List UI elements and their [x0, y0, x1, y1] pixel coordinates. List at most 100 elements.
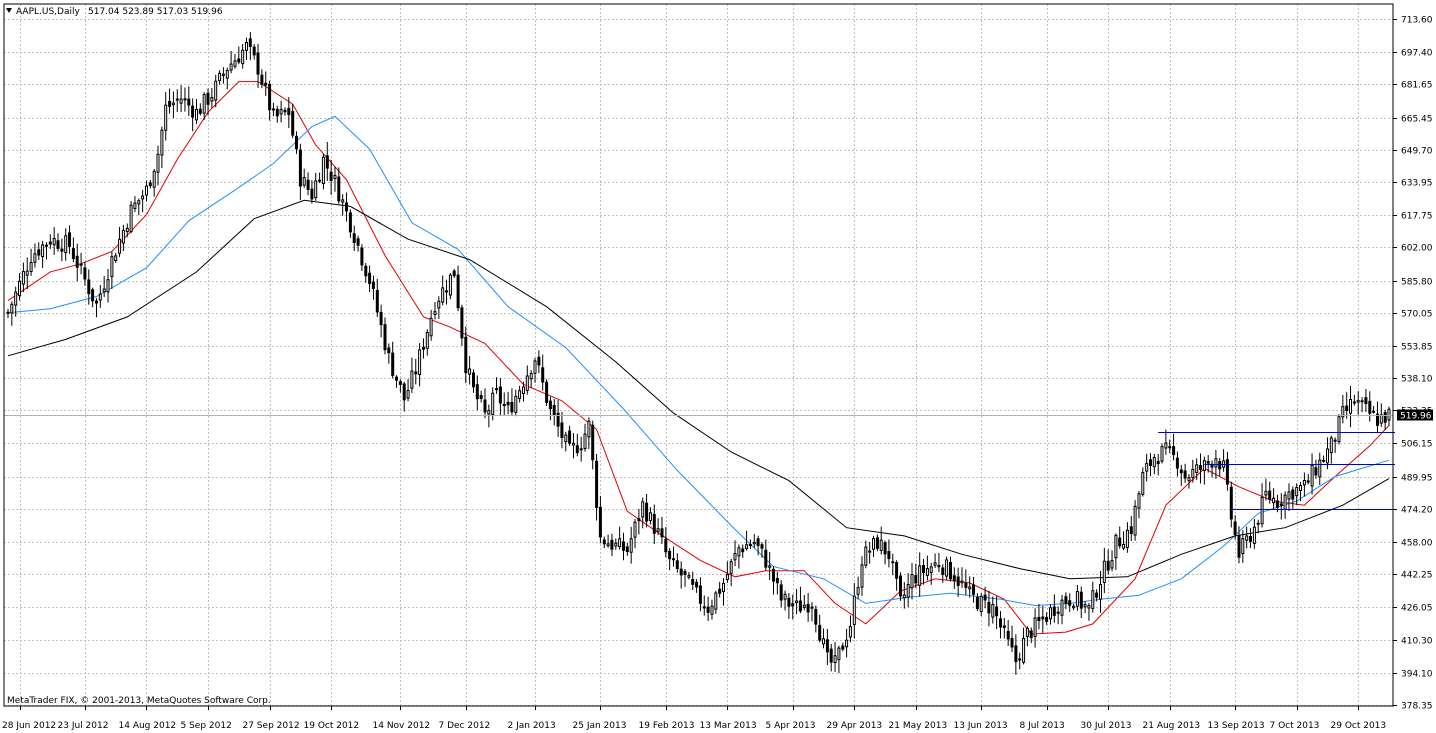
- candle-body: [98, 293, 102, 301]
- candle-body: [879, 539, 883, 551]
- candle-body: [933, 562, 937, 566]
- candle-body: [475, 384, 479, 400]
- candle-body: [737, 547, 741, 557]
- candle-body: [1364, 397, 1368, 405]
- candle-body: [1252, 526, 1256, 544]
- candle-body: [395, 376, 398, 381]
- x-tick-label: 19 Oct 2012: [304, 721, 360, 731]
- candle-body: [33, 253, 37, 263]
- candle-body: [829, 648, 833, 663]
- candle-body: [514, 395, 518, 413]
- candle-body: [318, 179, 322, 182]
- candle-body: [787, 597, 791, 607]
- candle-body: [364, 265, 368, 277]
- candle-body: [922, 565, 925, 573]
- candle-body: [1145, 463, 1149, 472]
- candle-body: [1033, 617, 1037, 637]
- candle-body: [1179, 469, 1183, 474]
- candle-body: [1287, 491, 1291, 500]
- candle-body: [1241, 538, 1245, 555]
- y-tick-label: 553.85: [1401, 343, 1433, 353]
- grid-lines: [4, 4, 1393, 706]
- candle-body: [148, 182, 152, 187]
- candle-body: [448, 274, 452, 296]
- symbol-label: AAPL.US,Daily: [16, 7, 80, 17]
- candle-body: [925, 568, 929, 576]
- candle-body: [91, 289, 95, 302]
- candle-body: [772, 568, 775, 582]
- x-tick-label: 14 Nov 2012: [373, 721, 431, 731]
- candle-body: [1199, 465, 1202, 470]
- candle-body: [1237, 534, 1241, 558]
- candle-body: [718, 588, 722, 594]
- candle-body: [1379, 414, 1383, 424]
- candle-body: [714, 592, 718, 610]
- candle-body: [1083, 604, 1087, 608]
- candle-body: [518, 390, 522, 399]
- x-tick-label: 28 Jun 2012: [2, 721, 56, 731]
- candle-body: [1075, 591, 1079, 607]
- current-price-label: 519.96: [1397, 409, 1433, 422]
- candle-body: [410, 370, 414, 389]
- candle-body: [445, 290, 448, 293]
- candle-body: [187, 98, 191, 106]
- y-tick-label: 681.65: [1401, 81, 1433, 91]
- candle-body: [214, 80, 218, 101]
- candle-body: [710, 605, 714, 615]
- candle-body: [210, 97, 214, 102]
- candle-body: [283, 109, 287, 113]
- current-price-value: 519.96: [1400, 412, 1432, 422]
- candle-body: [460, 307, 464, 339]
- moving-average-line-1: [7, 81, 1390, 635]
- y-tick-label: 394.10: [1401, 670, 1433, 680]
- price-axis[interactable]: 713.60 697.40 681.65 665.45 649.70 633.95 617.…: [1393, 16, 1433, 712]
- candle-body: [95, 300, 98, 304]
- y-tick-label: 506.15: [1401, 440, 1433, 450]
- candle-body: [1122, 544, 1126, 549]
- x-tick-label: 27 Sep 2012: [243, 721, 300, 731]
- candle-body: [1229, 486, 1233, 520]
- candle-body: [748, 544, 752, 546]
- candle-body: [160, 129, 164, 156]
- candle-body: [418, 349, 422, 375]
- candle-body: [368, 272, 372, 285]
- moving-averages: [7, 81, 1390, 635]
- time-axis[interactable]: 28 Jun 2012 23 Jul 2012 14 Aug 2012 5 Sep 2…: [2, 706, 1386, 731]
- candle-body: [864, 546, 868, 566]
- candle-body: [833, 655, 837, 664]
- x-tick-label: 8 Jul 2013: [1020, 721, 1065, 731]
- x-tick-label: 30 Jul 2013: [1081, 721, 1132, 731]
- candle-body: [487, 409, 491, 415]
- candle-body: [110, 256, 114, 278]
- candle-body: [1372, 410, 1376, 413]
- candle-body: [579, 448, 583, 451]
- candle-body: [1106, 560, 1110, 571]
- candle-body: [575, 445, 579, 454]
- horizontal-levels[interactable]: [1158, 432, 1395, 510]
- triangle-down-icon[interactable]: [6, 8, 12, 13]
- candle-body: [745, 544, 749, 549]
- candle-body: [752, 541, 756, 545]
- candle-body: [1072, 605, 1076, 609]
- x-tick-label: 23 Jul 2012: [58, 721, 109, 731]
- candle-body: [248, 38, 252, 48]
- candle-body: [1052, 606, 1056, 616]
- candle-body: [1172, 446, 1176, 456]
- candle-body: [1356, 400, 1360, 403]
- candle-body: [256, 52, 260, 75]
- candle-body: [14, 291, 18, 306]
- candle-body: [1149, 459, 1152, 466]
- candle-body: [802, 604, 806, 608]
- candle-body: [610, 539, 614, 550]
- candle-body: [452, 270, 456, 277]
- candle-body: [121, 229, 125, 244]
- candle-body: [852, 595, 856, 626]
- candle-body: [295, 135, 298, 150]
- candle-body: [595, 460, 599, 508]
- candle-body: [572, 442, 575, 446]
- candle-body: [622, 541, 625, 551]
- y-tick-label: 713.60: [1401, 16, 1433, 26]
- candle-body: [945, 559, 949, 577]
